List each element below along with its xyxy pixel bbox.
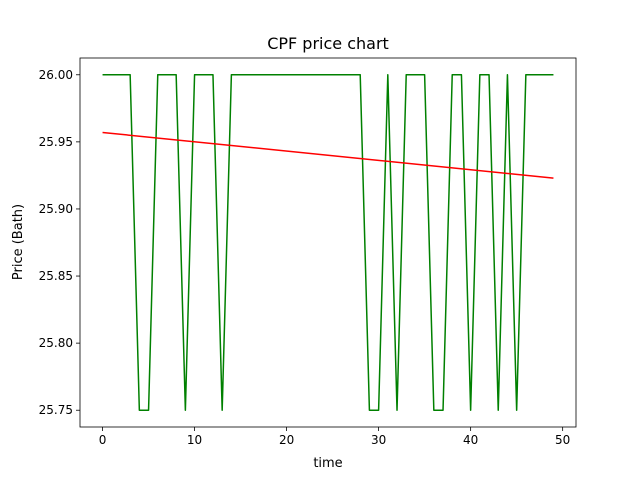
chart-title: CPF price chart [267, 34, 389, 53]
y-tick-label: 25.95 [39, 135, 73, 149]
y-tick-label: 25.80 [39, 336, 73, 350]
axes-frame [79, 57, 577, 428]
y-axis-label: Price (Bath) [11, 204, 26, 280]
x-tick-label: 30 [371, 433, 386, 447]
y-tick-label: 25.85 [39, 269, 73, 283]
series-line-2 [102, 131, 554, 179]
series-line-1 [102, 74, 554, 411]
y-tick-label: 25.75 [39, 403, 73, 417]
x-tick-label: 10 [187, 433, 202, 447]
x-axis-label: time [313, 456, 342, 471]
x-tick-label: 50 [555, 433, 570, 447]
x-tick-label: 20 [279, 433, 294, 447]
y-tick-label: 25.90 [39, 202, 73, 216]
plot-area: 0 10 20 30 40 50 25.75 25.80 25.85 25.90 25.95 26.0… [39, 57, 577, 447]
y-tick-label: 26.00 [39, 68, 73, 82]
x-tick-label: 0 [99, 433, 107, 447]
x-tick-label: 40 [463, 433, 478, 447]
